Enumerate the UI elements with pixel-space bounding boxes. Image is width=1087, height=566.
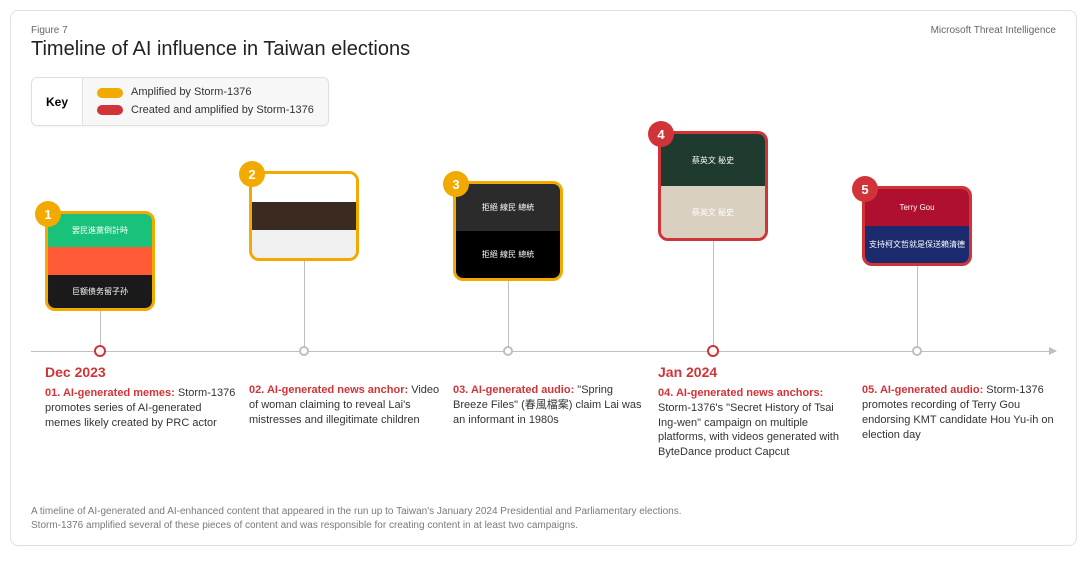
- timeline-badge: 3: [443, 171, 469, 197]
- figure-caption: A timeline of AI-generated and AI-enhanc…: [31, 505, 1056, 533]
- timeline-thumb: 蔡英文 秘史蔡英文 秘史4: [658, 131, 768, 241]
- timeline-thumb: 2: [249, 171, 359, 261]
- timeline-node: [299, 346, 309, 356]
- timeline-connector: [917, 266, 918, 351]
- timeline-date-label: Dec 2023: [45, 363, 240, 382]
- timeline-desc: Jan 2024 04. AI-generated news anchors: S…: [658, 363, 853, 460]
- timeline-badge: 2: [239, 161, 265, 187]
- timeline-badge: 1: [35, 201, 61, 227]
- figure-title: Timeline of AI influence in Taiwan elect…: [31, 38, 410, 61]
- timeline-event-title: 01. AI-generated memes:: [45, 387, 178, 399]
- caption-line-1: A timeline of AI-generated and AI-enhanc…: [31, 505, 1056, 519]
- timeline-badge: 4: [648, 121, 674, 147]
- legend: Key Amplified by Storm-1376 Created and …: [31, 77, 329, 126]
- caption-line-2: Storm-1376 amplified several of these pi…: [31, 519, 1056, 533]
- timeline-node: [707, 345, 719, 357]
- timeline-event-title: 04. AI-generated news anchors:: [658, 387, 823, 399]
- legend-item-created: Created and amplified by Storm-1376: [97, 102, 314, 120]
- figure-label: Figure 7: [31, 25, 410, 36]
- brand-label: Microsoft Threat Intelligence: [931, 25, 1056, 36]
- timeline-thumb: 拒絕 線民 總統拒絕 線民 總統3: [453, 181, 563, 281]
- timeline-desc: 02. AI-generated news anchor: Video of w…: [249, 383, 444, 428]
- timeline-date-label: Jan 2024: [658, 363, 853, 382]
- timeline-event-title: 05. AI-generated audio:: [862, 384, 986, 396]
- legend-items: Amplified by Storm-1376 Created and ampl…: [83, 78, 328, 125]
- timeline-event-body: Storm-1376's "Secret History of Tsai Ing…: [658, 402, 839, 459]
- legend-key-label: Key: [32, 78, 83, 125]
- legend-swatch-created: [97, 105, 123, 115]
- legend-label-created: Created and amplified by Storm-1376: [131, 102, 314, 120]
- timeline-connector: [713, 241, 714, 351]
- timeline-node: [912, 346, 922, 356]
- legend-label-amplified: Amplified by Storm-1376: [131, 84, 251, 102]
- header-left: Figure 7 Timeline of AI influence in Tai…: [31, 25, 410, 61]
- legend-item-amplified: Amplified by Storm-1376: [97, 84, 314, 102]
- timeline-desc: 03. AI-generated audio: "Spring Breeze F…: [453, 383, 648, 428]
- timeline-node: [94, 345, 106, 357]
- timeline-area: 罢民進黨倒計時巨额债务留子孙1 Dec 2023 01. AI-generated …: [31, 151, 1056, 411]
- header-row: Figure 7 Timeline of AI influence in Tai…: [31, 25, 1056, 61]
- timeline-thumb: Terry Gou支持柯文哲就是保送賴清德5: [862, 186, 972, 266]
- timeline-connector: [508, 281, 509, 351]
- timeline-badge: 5: [852, 176, 878, 202]
- timeline-axis: [31, 351, 1056, 352]
- timeline-thumb: 罢民進黨倒計時巨额债务留子孙1: [45, 211, 155, 311]
- figure-container: Figure 7 Timeline of AI influence in Tai…: [10, 10, 1077, 546]
- timeline-desc: 05. AI-generated audio: Storm-1376 promo…: [862, 383, 1057, 442]
- timeline-desc: Dec 202301. AI-generated memes: Storm-13…: [45, 363, 240, 430]
- timeline-node: [503, 346, 513, 356]
- timeline-event-title: 03. AI-generated audio:: [453, 384, 577, 396]
- legend-swatch-amplified: [97, 88, 123, 98]
- timeline-connector: [304, 261, 305, 351]
- timeline-event-title: 02. AI-generated news anchor:: [249, 384, 411, 396]
